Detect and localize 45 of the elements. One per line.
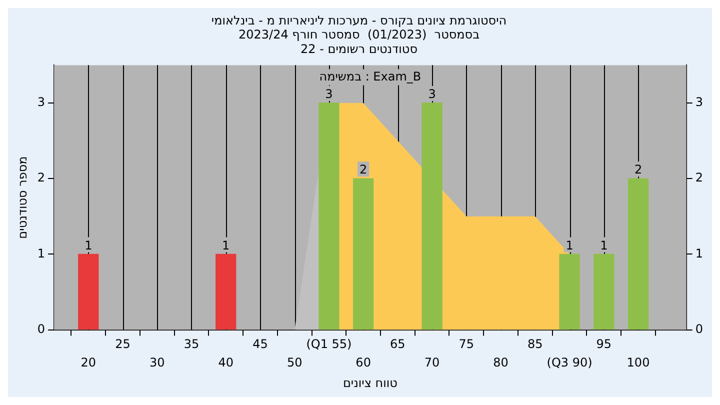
y-tick-label: 0 [37, 322, 46, 336]
x-axis-title: טווח ציונים [342, 376, 398, 390]
y-tick-label: 2 [37, 170, 46, 185]
x2-tick-label: 35 [184, 337, 200, 352]
y-tick-label: 3 [37, 95, 46, 110]
x-tick-label: 70 [424, 356, 440, 370]
x2-tick-label: 95 [596, 337, 612, 352]
y-tick-label: 1 [37, 246, 46, 260]
bar [594, 254, 614, 330]
x2-tick-label: 65 [390, 337, 406, 352]
x-tick-label: 80 [493, 356, 508, 370]
y-axis-title: מספר סטודנטים [15, 156, 30, 239]
bar [559, 254, 580, 330]
data-label: 1 [222, 238, 230, 252]
annotation: במשימה : Exam_B [319, 69, 422, 84]
x2-tick-label: (Q1 55) [306, 337, 352, 352]
x2-tick-label: 45 [252, 337, 268, 352]
data-label: 1 [600, 238, 608, 252]
x-tick-label: 20 [80, 356, 96, 370]
chart-title: היסטוגרמת ציונים בקורס - מערכות ליניאריות מ - בינלאומי [211, 13, 507, 28]
bar [422, 102, 442, 330]
data-label: 3 [428, 87, 436, 102]
data-label: 2 [360, 162, 368, 177]
x-tick-label: 60 [356, 356, 371, 370]
x-tick-label: 50 [286, 356, 302, 370]
data-label: 3 [325, 87, 333, 102]
x-tick-label: 40 [218, 356, 234, 370]
bar [78, 254, 99, 330]
x2-tick-label: 75 [458, 337, 474, 352]
data-label: 1 [566, 238, 574, 252]
x2-tick-label: 25 [115, 337, 130, 352]
x2-tick-label: 85 [528, 337, 543, 352]
bar [628, 178, 649, 330]
data-label: 1 [84, 238, 92, 252]
x-tick-label: 30 [149, 356, 165, 370]
chart-subtitle: בסמסטר (01/2023) סמסטר חורף 2023/24 סטודנטים רשומים - 22 [238, 28, 480, 56]
x-tick-label: 100 [626, 356, 650, 370]
y2-tick-label: 3 [695, 95, 704, 110]
x-tick-label: (Q3 90) [546, 356, 592, 370]
y2-tick-label: 2 [695, 170, 704, 185]
bar [216, 254, 236, 330]
y2-tick-label: 0 [695, 322, 704, 336]
bar [352, 178, 374, 330]
y2-tick-label: 1 [695, 246, 704, 260]
data-label: 2 [634, 162, 642, 177]
